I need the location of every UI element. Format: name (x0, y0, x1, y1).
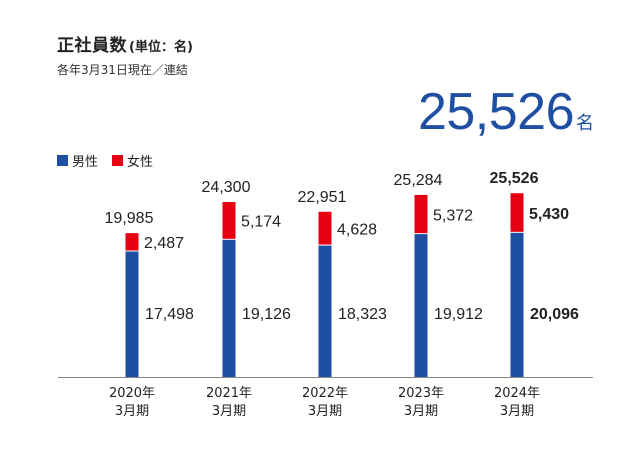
data-label-female: 5,372 (433, 207, 473, 224)
x-tick-label-period: 3月期 (500, 404, 534, 419)
data-label-female: 2,487 (144, 235, 184, 252)
x-tick-label-period: 3月期 (308, 404, 342, 419)
x-tick-label-year: 2020年 (109, 386, 155, 401)
chart-title-row: 正社員数 (単位：名) (57, 31, 193, 56)
data-label-female: 5,174 (241, 214, 281, 231)
x-tick-label-year: 2024年 (494, 386, 540, 401)
legend-item-male: 男性 (57, 151, 98, 170)
data-label-female: 5,430 (529, 206, 569, 223)
headline-total-value: 25,526 (417, 83, 575, 141)
legend-swatch-male (57, 155, 68, 166)
bar-female (222, 202, 236, 240)
headline-total-unit: 名 (576, 113, 594, 134)
chart-title: 正社員数 (57, 36, 127, 56)
x-tick-label-period: 3月期 (115, 404, 149, 419)
data-label-male: 17,498 (145, 306, 194, 323)
bar-female (510, 193, 524, 233)
bar-male (125, 251, 139, 377)
data-label-total: 25,526 (490, 170, 539, 187)
x-tick-label-period: 3月期 (212, 404, 246, 419)
bar-female (125, 233, 139, 252)
legend-label-female: 女性 (127, 155, 154, 170)
data-label-male: 19,126 (242, 306, 291, 323)
data-label-male: 20,096 (530, 306, 579, 323)
bar-male (222, 239, 236, 377)
x-tick-label-year: 2021年 (206, 386, 252, 401)
data-label-total: 22,951 (298, 189, 347, 206)
bar-male (510, 232, 524, 377)
x-tick-label-period: 3月期 (404, 404, 438, 419)
bar-female (318, 211, 332, 246)
data-label-male: 18,323 (338, 306, 387, 323)
data-label-total: 19,985 (105, 210, 154, 227)
x-tick-label-year: 2023年 (398, 386, 444, 401)
bar-male (414, 233, 428, 377)
chart-subtitle: 各年3月31日現在／連結 (57, 63, 188, 77)
headline-total: 25,526 名 (418, 82, 594, 142)
data-label-female: 4,628 (337, 221, 377, 238)
legend-label-male: 男性 (72, 155, 99, 170)
unit-label: (単位：名) (129, 40, 193, 55)
legend-item-female: 女性 (112, 151, 153, 170)
bar-female (414, 194, 428, 234)
legend-swatch-female (112, 155, 124, 166)
data-label-total: 25,284 (394, 172, 443, 189)
legend: 男性 女性 (57, 151, 167, 170)
bar-male (318, 245, 332, 377)
data-label-male: 19,912 (434, 306, 483, 323)
data-label-total: 24,300 (202, 179, 251, 196)
x-tick-label-year: 2022年 (302, 386, 348, 401)
